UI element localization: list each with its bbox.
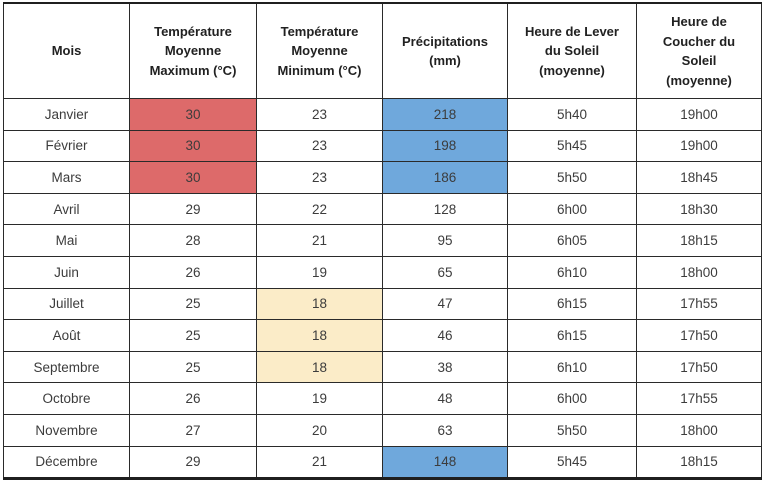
value-cell: 25 <box>129 319 257 352</box>
value-cell: 5h50 <box>507 161 637 194</box>
table-row: Octobre 26 19 48 6h00 17h55 <box>3 382 762 415</box>
value-cell: 18 <box>256 287 383 321</box>
value-cell: 218 <box>382 98 508 131</box>
value-cell: 18h45 <box>636 161 762 194</box>
table-row: Août 25 18 46 6h15 17h50 <box>3 319 762 352</box>
table-container: Mois Température Moyenne Maximum (°C) Temp… <box>3 2 762 481</box>
month-cell: Août <box>3 319 130 352</box>
value-cell: 6h00 <box>507 192 637 226</box>
value-cell: 22 <box>256 192 383 226</box>
value-cell: 23 <box>256 98 383 131</box>
value-cell: 18 <box>256 350 383 384</box>
value-cell: 128 <box>382 192 508 226</box>
month-cell: Janvier <box>3 98 130 131</box>
value-cell: 6h05 <box>507 224 637 257</box>
value-cell: 5h45 <box>507 445 637 480</box>
header-row: Mois Température Moyenne Maximum (°C) Temp… <box>3 2 762 99</box>
month-cell: Mars <box>3 161 130 194</box>
value-cell: 29 <box>129 192 257 226</box>
value-cell: 5h40 <box>507 98 637 131</box>
value-cell: 6h10 <box>507 255 637 289</box>
value-cell: 5h50 <box>507 413 637 447</box>
value-cell: 29 <box>129 445 257 480</box>
column-header-1: Température Moyenne Maximum (°C) <box>129 2 257 99</box>
table-row: Novembre 27 20 63 5h50 18h00 <box>3 413 762 447</box>
table-row: Janvier 30 23 218 5h40 19h00 <box>3 98 762 131</box>
month-cell: Octobre <box>3 382 130 415</box>
table-row: Mars 30 23 186 5h50 18h45 <box>3 161 762 194</box>
value-cell: 6h15 <box>507 319 637 352</box>
value-cell: 18 <box>256 319 383 352</box>
month-cell: Novembre <box>3 413 130 447</box>
month-cell: Avril <box>3 192 130 226</box>
table-row: Mai 28 21 95 6h05 18h15 <box>3 224 762 257</box>
month-cell: Juin <box>3 255 130 289</box>
value-cell: 6h00 <box>507 382 637 415</box>
value-cell: 26 <box>129 382 257 415</box>
value-cell: 46 <box>382 319 508 352</box>
column-header-0: Mois <box>3 2 130 99</box>
value-cell: 30 <box>129 161 257 194</box>
table-row: Décembre 29 21 148 5h45 18h15 <box>3 445 762 480</box>
month-cell: Septembre <box>3 350 130 384</box>
value-cell: 17h50 <box>636 350 762 384</box>
month-cell: Février <box>3 129 130 163</box>
table-body: Janvier 30 23 218 5h40 19h00 Février 30 23 198 5h4… <box>3 98 762 480</box>
table-row: Février 30 23 198 5h45 19h00 <box>3 129 762 163</box>
column-header-3: Précipitations (mm) <box>382 2 508 99</box>
column-header-2: Température Moyenne Minimum (°C) <box>256 2 383 99</box>
value-cell: 19h00 <box>636 98 762 131</box>
value-cell: 48 <box>382 382 508 415</box>
value-cell: 17h55 <box>636 287 762 321</box>
value-cell: 20 <box>256 413 383 447</box>
value-cell: 28 <box>129 224 257 257</box>
value-cell: 25 <box>129 350 257 384</box>
value-cell: 5h45 <box>507 129 637 163</box>
value-cell: 25 <box>129 287 257 321</box>
value-cell: 65 <box>382 255 508 289</box>
column-header-5: Heure de Coucher du Soleil (moyenne) <box>636 2 762 99</box>
month-cell: Mai <box>3 224 130 257</box>
value-cell: 26 <box>129 255 257 289</box>
table-row: Septembre 25 18 38 6h10 17h50 <box>3 350 762 384</box>
value-cell: 47 <box>382 287 508 321</box>
value-cell: 18h30 <box>636 192 762 226</box>
month-cell: Décembre <box>3 445 130 480</box>
value-cell: 6h15 <box>507 287 637 321</box>
value-cell: 148 <box>382 445 508 480</box>
value-cell: 18h00 <box>636 413 762 447</box>
value-cell: 63 <box>382 413 508 447</box>
table-row: Avril 29 22 128 6h00 18h30 <box>3 192 762 226</box>
value-cell: 95 <box>382 224 508 257</box>
value-cell: 30 <box>129 129 257 163</box>
table-row: Juin 26 19 65 6h10 18h00 <box>3 255 762 289</box>
value-cell: 18h15 <box>636 224 762 257</box>
value-cell: 23 <box>256 161 383 194</box>
value-cell: 6h10 <box>507 350 637 384</box>
value-cell: 19h00 <box>636 129 762 163</box>
value-cell: 19 <box>256 255 383 289</box>
value-cell: 18h00 <box>636 255 762 289</box>
value-cell: 30 <box>129 98 257 131</box>
value-cell: 17h50 <box>636 319 762 352</box>
value-cell: 21 <box>256 224 383 257</box>
value-cell: 17h55 <box>636 382 762 415</box>
value-cell: 27 <box>129 413 257 447</box>
value-cell: 19 <box>256 382 383 415</box>
value-cell: 21 <box>256 445 383 480</box>
value-cell: 23 <box>256 129 383 163</box>
climate-table: Mois Température Moyenne Maximum (°C) Temp… <box>3 2 762 481</box>
value-cell: 18h15 <box>636 445 762 480</box>
value-cell: 38 <box>382 350 508 384</box>
column-header-4: Heure de Lever du Soleil (moyenne) <box>507 2 637 99</box>
value-cell: 198 <box>382 129 508 163</box>
table-row: Juillet 25 18 47 6h15 17h55 <box>3 287 762 321</box>
month-cell: Juillet <box>3 287 130 321</box>
value-cell: 186 <box>382 161 508 194</box>
